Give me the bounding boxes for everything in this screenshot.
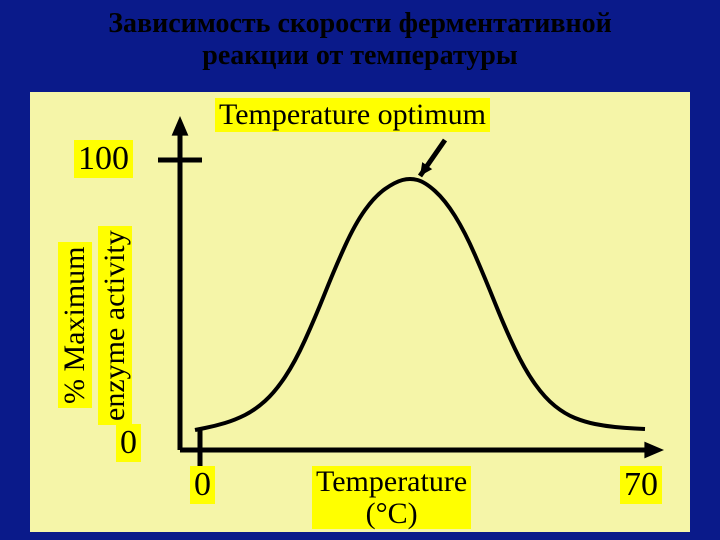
y-tick-label-100: 100 — [74, 140, 133, 178]
x-axis-label: Temperature (°C) — [312, 466, 471, 529]
x-axis-label-line1: Temperature — [316, 465, 467, 498]
y-tick-label-0: 0 — [116, 424, 141, 462]
y-axis-label-2: enzyme activity — [98, 226, 132, 425]
x-axis-label-line2: (°C) — [366, 497, 418, 530]
x-tick-label-0: 0 — [190, 466, 215, 504]
top-label: Temperature optimum — [215, 98, 490, 132]
chart-panel: Temperature optimum 100 0 0 70 Temperatu… — [0, 0, 720, 540]
slide: Зависимость скорости ферментативнойреакц… — [0, 0, 720, 540]
x-tick-label-70: 70 — [620, 466, 662, 504]
y-axis-label-1: % Maximum — [58, 243, 92, 409]
